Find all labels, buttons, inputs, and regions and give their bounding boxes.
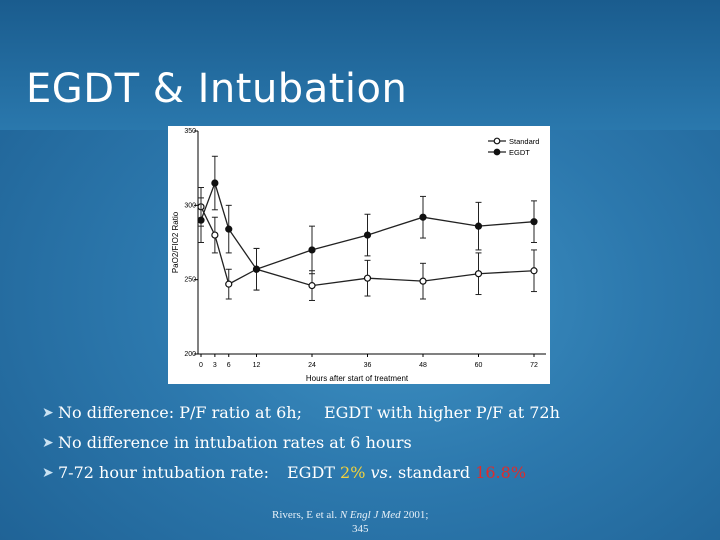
bullet-item-intubation-6h: ➤ No difference in intubation rates at 6… [42, 430, 560, 460]
bullet-egdt-label: EGDT [287, 463, 341, 482]
title-band [0, 0, 720, 130]
x-tick-label: 48 [419, 362, 427, 369]
y-tick-label: 250 [184, 277, 196, 284]
egdt-data-point [530, 218, 538, 226]
standard-data-point [211, 231, 219, 239]
citation: Rivers, E et al. N Engl J Med 2001; 345 [272, 508, 472, 536]
x-tick-label: 72 [530, 362, 538, 369]
standard-data-point [530, 267, 538, 275]
bullet-pf-text-2: EGDT with higher P/F at 72h [323, 403, 560, 422]
egdt-data-point [197, 216, 205, 224]
bullet-arrow-icon: ➤ [42, 405, 54, 421]
bullet-item-pf-ratio: ➤ No difference: P/F ratio at 6h; EGDT wi… [42, 400, 560, 430]
standard-data-point [363, 274, 372, 282]
egdt-data-point [308, 246, 316, 254]
x-tick-label: 12 [253, 362, 261, 369]
standard-data-point [225, 280, 233, 288]
egdt-data-point [225, 225, 233, 233]
bullet-arrow-icon: ➤ [42, 435, 54, 451]
x-tick-label: 36 [364, 362, 372, 369]
x-tick-label: 24 [308, 362, 316, 369]
y-axis-label: PaO2/FIO2 Ratio [171, 211, 180, 273]
slide-title: EGDT & Intubation [26, 66, 408, 112]
x-tick-label: 0 [199, 362, 203, 369]
bullet-list: ➤ No difference: P/F ratio at 6h; EGDT wi… [42, 400, 560, 490]
bullet-arrow-icon: ➤ [42, 465, 54, 481]
egdt-data-point [363, 231, 372, 239]
standard-legend-marker [493, 137, 501, 145]
egdt-data-point [419, 213, 427, 221]
chart-panel: 200 250 300 350 0 3 6 12 24 36 48 60 72 Hours after s… [168, 126, 550, 384]
bullet-rate-prefix: 7-72 hour intubation rate: [58, 463, 269, 482]
vs-text: vs. [365, 463, 393, 482]
bullet-item-intubation-rate: ➤ 7-72 hour intubation rate: EGDT 2% vs. … [42, 460, 560, 490]
standard-legend-label: Standard [509, 137, 539, 146]
standard-data-point [419, 277, 427, 285]
egdt-data-point [252, 265, 261, 273]
egdt-legend-label: EGDT [509, 148, 530, 157]
egdt-data-point [211, 179, 219, 187]
y-tick-label: 200 [184, 351, 196, 358]
x-tick-label: 60 [475, 362, 483, 369]
standard-label: standard [392, 463, 476, 482]
y-tick-label: 300 [184, 202, 196, 209]
standard-rate-value: 16.8% [475, 463, 527, 482]
citation-journal: N Engl J Med [339, 509, 401, 521]
bullet-pf-text-1: No difference: P/F ratio at 6h; [58, 403, 302, 422]
egdt-rate-value: 2% [340, 463, 366, 482]
citation-volume: 345 [352, 523, 369, 535]
x-tick-label: 3 [213, 362, 217, 369]
bullet-intubation-text: No difference in intubation rates at 6 h… [58, 433, 412, 452]
citation-authors: Rivers, E et al. [272, 509, 340, 521]
citation-year: 2001; [403, 509, 429, 521]
x-axis-label: Hours after start of treatment [306, 374, 409, 383]
egdt-data-point [474, 222, 483, 230]
egdt-legend-marker [493, 148, 501, 156]
standard-data-point [308, 282, 316, 290]
standard-data-point [474, 270, 483, 278]
y-tick-label: 350 [184, 128, 196, 135]
x-tick-label: 6 [227, 362, 231, 369]
